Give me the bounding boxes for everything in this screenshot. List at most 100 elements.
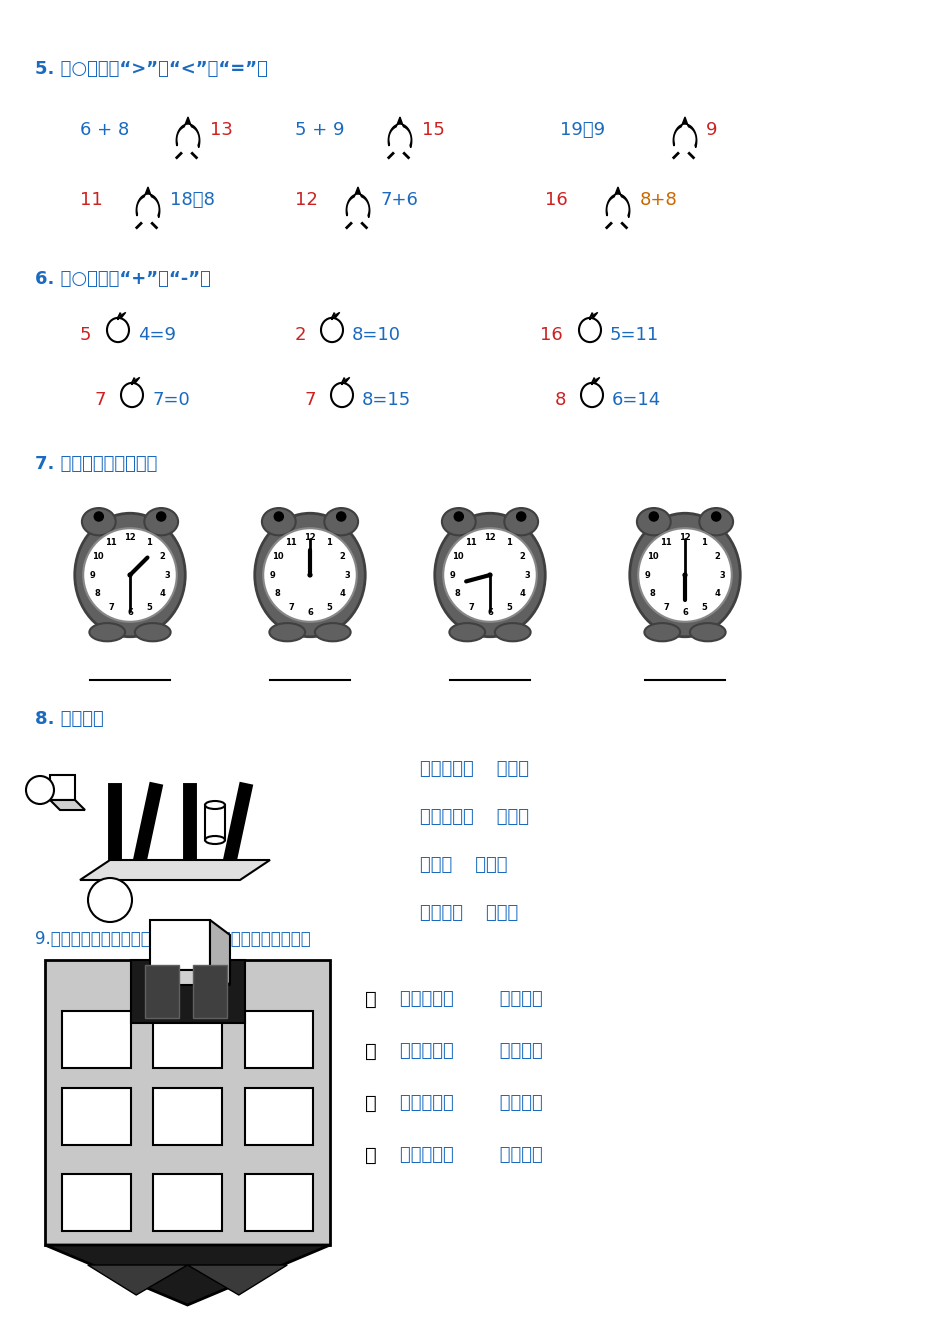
Polygon shape [153,1011,222,1069]
Text: 7: 7 [288,603,294,612]
Text: 8=10: 8=10 [351,326,400,343]
Text: 6: 6 [486,608,493,617]
Polygon shape [150,921,210,970]
Text: 6: 6 [682,608,687,617]
Text: 5: 5 [700,603,706,612]
Circle shape [487,572,492,577]
Polygon shape [346,187,369,218]
Polygon shape [150,970,229,985]
Polygon shape [62,1011,130,1069]
Text: 10: 10 [646,552,657,561]
Ellipse shape [107,318,129,342]
Ellipse shape [504,508,537,536]
Text: 6=14: 6=14 [612,391,661,409]
Polygon shape [592,313,597,318]
Polygon shape [45,1245,329,1305]
Text: 7: 7 [663,603,668,612]
Polygon shape [136,187,160,218]
Text: 4=9: 4=9 [138,326,176,343]
Ellipse shape [644,623,680,641]
Text: 圆柱有（    ）个。: 圆柱有（ ）个。 [419,904,517,922]
Text: 的上面是（        ）的家，: 的上面是（ ）的家， [399,990,542,1007]
Polygon shape [205,806,225,840]
Text: 10: 10 [271,552,283,561]
Text: 2: 2 [714,552,720,561]
Polygon shape [45,961,329,1245]
Circle shape [682,572,687,577]
Text: 8: 8 [274,589,280,599]
Text: 5=11: 5=11 [610,326,659,343]
Text: 的右边是（        ）的家。: 的右边是（ ）的家。 [399,1146,542,1164]
Text: 2: 2 [160,552,165,561]
Text: 🐕: 🐕 [364,1146,377,1165]
Text: 3: 3 [345,570,350,580]
Ellipse shape [699,508,733,536]
Text: 11: 11 [464,538,477,546]
Text: 2: 2 [519,552,525,561]
Text: 9: 9 [705,122,716,139]
Ellipse shape [636,508,670,536]
Ellipse shape [324,508,358,536]
Polygon shape [244,1089,312,1145]
Polygon shape [672,118,696,147]
Circle shape [274,512,283,521]
Polygon shape [134,377,140,383]
Polygon shape [244,1011,312,1069]
Text: 1: 1 [700,538,706,546]
Polygon shape [344,377,349,383]
Text: 7=0: 7=0 [152,391,190,409]
Text: 9: 9 [269,570,275,580]
Ellipse shape [321,318,343,342]
Ellipse shape [330,383,353,407]
Text: 9: 9 [449,570,455,580]
Polygon shape [388,118,412,147]
Text: 12: 12 [304,533,315,542]
Text: 11: 11 [105,538,117,546]
Ellipse shape [442,508,475,536]
Polygon shape [210,921,229,985]
Text: 18－8: 18－8 [170,191,214,208]
Polygon shape [50,775,75,800]
Text: 6 + 8: 6 + 8 [80,122,129,139]
Text: 12: 12 [295,191,317,208]
Ellipse shape [144,508,177,536]
Text: 12: 12 [124,533,136,542]
Polygon shape [594,377,599,383]
Text: 15: 15 [422,122,445,139]
Circle shape [307,572,312,577]
Ellipse shape [121,383,143,407]
Polygon shape [334,313,339,318]
Text: 7. 写出钟面上的时间。: 7. 写出钟面上的时间。 [35,456,158,473]
Text: 1: 1 [145,538,152,546]
Text: 1: 1 [326,538,331,546]
Text: 12: 12 [483,533,496,542]
Circle shape [649,512,658,521]
Polygon shape [80,860,270,880]
Text: 11: 11 [80,191,103,208]
Text: 3: 3 [524,570,530,580]
Ellipse shape [629,513,739,637]
Ellipse shape [255,513,365,637]
Ellipse shape [90,623,125,641]
Circle shape [516,512,525,521]
Text: 8+8: 8+8 [639,191,677,208]
Polygon shape [62,1174,130,1230]
Polygon shape [193,965,228,1018]
Text: 5 + 9: 5 + 9 [295,122,345,139]
Text: 8=15: 8=15 [362,391,411,409]
Text: 6. 在○里填上“+”或“-”。: 6. 在○里填上“+”或“-”。 [35,270,211,289]
Ellipse shape [579,318,600,342]
Polygon shape [153,1089,222,1145]
Circle shape [336,512,346,521]
Polygon shape [50,800,85,810]
Text: 球有（    ）个，: 球有（ ）个， [419,856,507,874]
Text: 9: 9 [644,570,649,580]
Polygon shape [153,1174,222,1230]
Text: 16: 16 [545,191,567,208]
Polygon shape [62,1089,130,1145]
Text: 9.找出它们的家。（不要画图，写文字，不会写的字用拼音）: 9.找出它们的家。（不要画图，写文字，不会写的字用拼音） [35,930,311,949]
Polygon shape [88,1265,187,1295]
Circle shape [443,528,536,621]
Text: 2: 2 [339,552,346,561]
Ellipse shape [138,198,158,222]
